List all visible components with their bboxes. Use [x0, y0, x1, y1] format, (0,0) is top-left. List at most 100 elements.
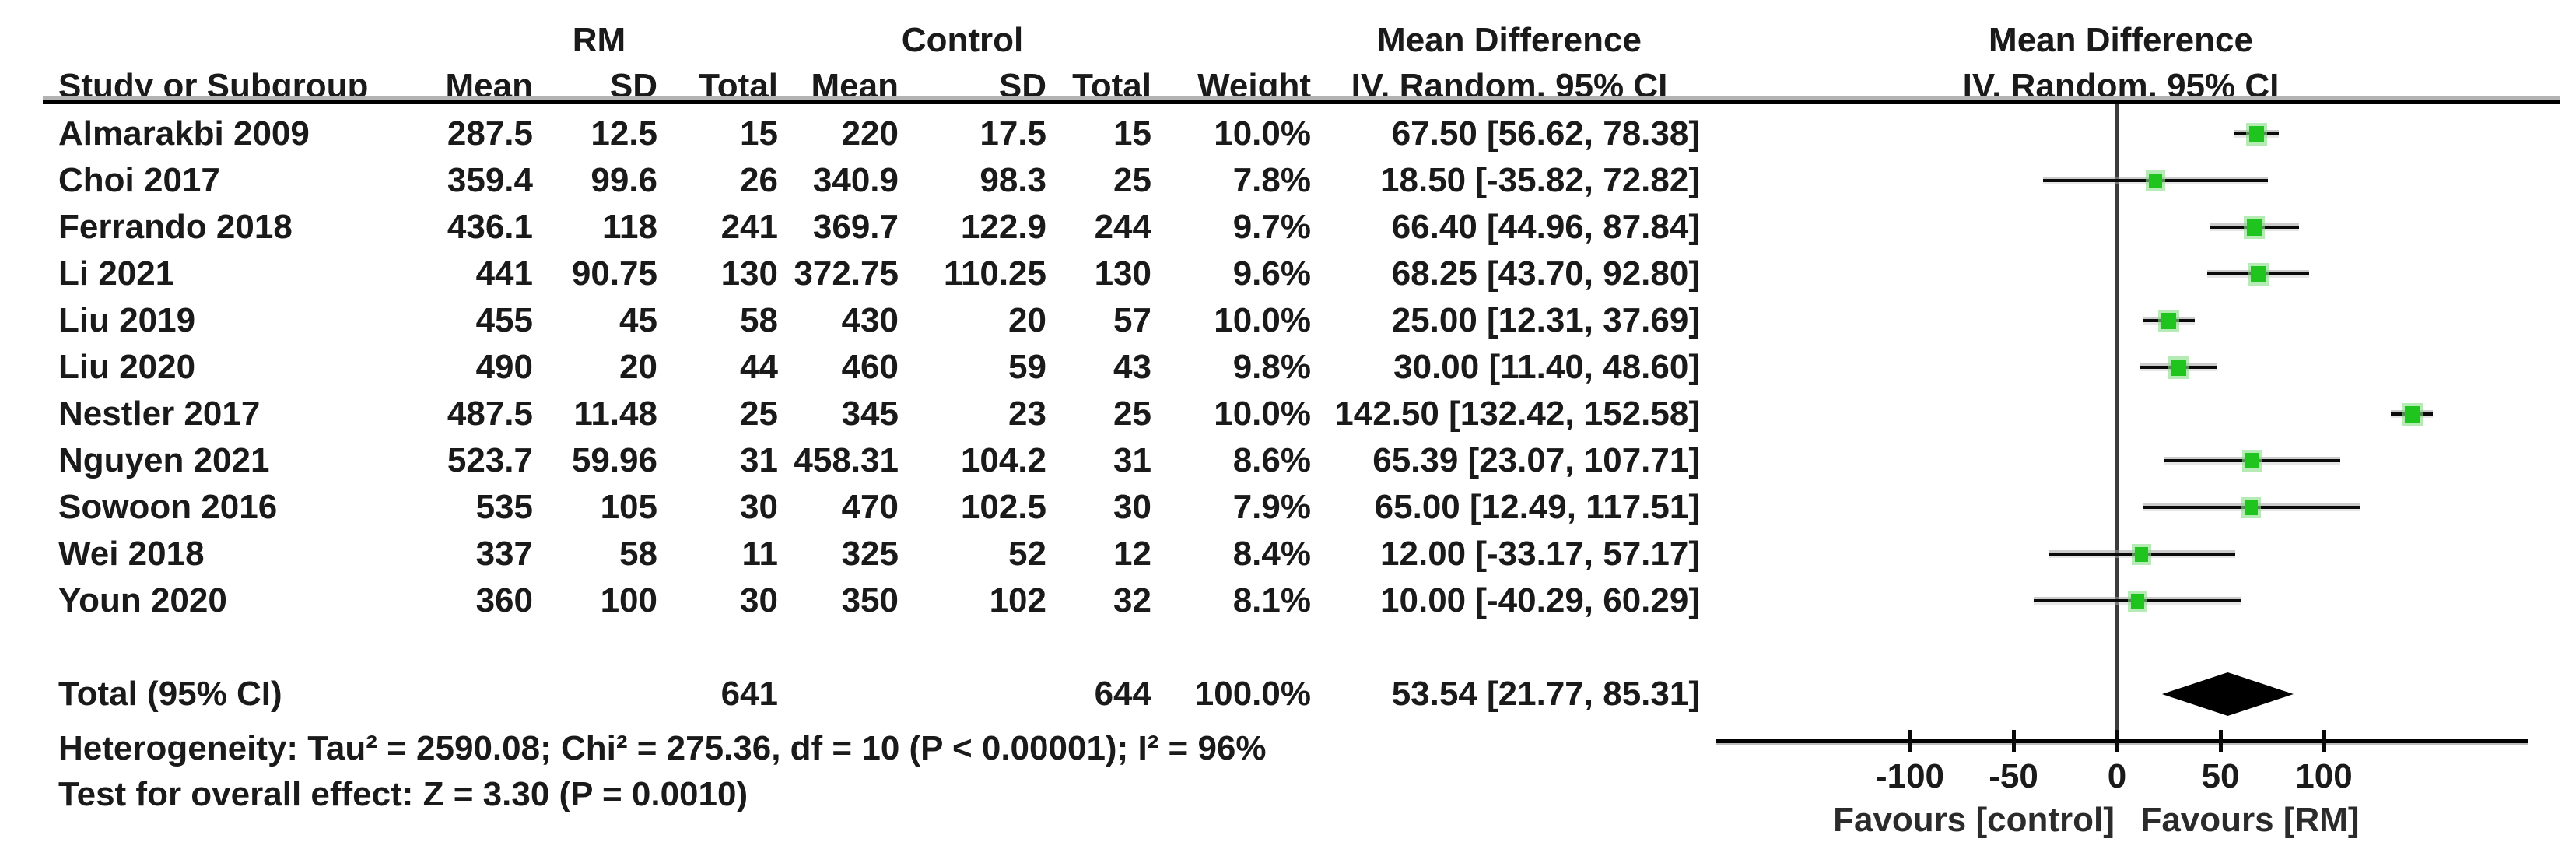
- effect-square: [2249, 125, 2265, 142]
- study-row-cell-c_total: 43: [1113, 348, 1151, 386]
- study-row-cell-rm_mean: 535: [475, 488, 533, 526]
- study-row-cell-rm_total: 11: [741, 535, 778, 573]
- plot-column-subtitle: IV, Random, 95% CI: [1962, 67, 2280, 105]
- study-row-cell-name: Nestler 2017: [58, 395, 261, 433]
- study-row-cell-ci_text: 10.00 [-40.29, 60.29]: [1380, 581, 1700, 619]
- study-row-cell-c_sd: 104.2: [960, 441, 1046, 479]
- axis-tick-label: 0: [2107, 757, 2127, 795]
- study-row-cell-rm_mean: 490: [475, 348, 533, 386]
- study-row-cell-rm_mean: 441: [475, 254, 533, 293]
- study-row-cell-name: Youn 2020: [58, 581, 227, 619]
- study-row-cell-rm_sd: 45: [619, 301, 657, 339]
- study-row-cell-c_sd: 23: [1008, 395, 1046, 433]
- effect-column-subtitle: IV, Random, 95% CI: [1351, 67, 1668, 105]
- study-row-cell-ci_text: 142.50 [132.42, 152.58]: [1334, 395, 1700, 433]
- total-row-cell-name: Total (95% CI): [58, 675, 282, 713]
- study-row-cell-rm_mean: 287.5: [447, 114, 533, 153]
- study-row-cell-name: Nguyen 2021: [58, 441, 270, 479]
- study-row-cell-weight: 9.8%: [1232, 348, 1311, 386]
- study-row-cell-rm_mean: 455: [475, 301, 533, 339]
- effect-square: [2404, 405, 2420, 423]
- study-row-cell-c_sd: 98.3: [980, 161, 1046, 199]
- study-row-cell-rm_sd: 20: [619, 348, 657, 386]
- study-row-cell-c_mean: 350: [841, 581, 899, 619]
- study-row-cell-c_total: 130: [1094, 254, 1151, 293]
- study-row-cell-ci_text: 66.40 [44.96, 87.84]: [1391, 208, 1700, 246]
- study-row-cell-ci_text: 65.00 [12.49, 117.51]: [1374, 488, 1700, 526]
- rm-total-column-header: Total: [699, 67, 778, 105]
- study-row-cell-c_total: 32: [1113, 581, 1151, 619]
- study-row-cell-rm_total: 30: [740, 488, 778, 526]
- study-row-cell-weight: 7.9%: [1232, 488, 1311, 526]
- effect-square: [2135, 546, 2149, 562]
- study-row-cell-ci_text: 30.00 [11.40, 48.60]: [1393, 348, 1700, 386]
- effect-square: [2161, 312, 2176, 329]
- study-row-cell-c_mean: 372.75: [794, 254, 899, 293]
- study-row-cell-c_sd: 102.5: [960, 488, 1046, 526]
- axis-tick: [2219, 730, 2223, 752]
- axis-tick: [2012, 730, 2016, 752]
- study-row-cell-name: Almarakbi 2009: [58, 114, 310, 153]
- study-row-cell-ci_text: 25.00 [12.31, 37.69]: [1391, 301, 1700, 339]
- weight-column-header: Weight: [1197, 67, 1311, 105]
- study-row-cell-rm_mean: 487.5: [447, 395, 533, 433]
- study-row-cell-c_mean: 460: [841, 348, 899, 386]
- study-row-cell-weight: 7.8%: [1232, 161, 1311, 199]
- total-row-cell-weight: 100.0%: [1194, 675, 1311, 713]
- total-row-cell-c_total: 644: [1094, 675, 1151, 713]
- favours-right-label: Favours [RM]: [2140, 801, 2360, 839]
- study-row-cell-c_mean: 340.9: [812, 161, 899, 199]
- study-row-cell-rm_total: 130: [720, 254, 778, 293]
- axis-tick: [1908, 730, 1912, 752]
- study-row-cell-c_mean: 369.7: [812, 208, 899, 246]
- heterogeneity-stat: Heterogeneity: Tau² = 2590.08; Chi² = 27…: [58, 729, 1267, 767]
- study-row-cell-weight: 9.6%: [1232, 254, 1311, 293]
- effect-square: [2245, 500, 2259, 515]
- header-rule: [43, 100, 2560, 104]
- study-row-cell-weight: 8.1%: [1232, 581, 1311, 619]
- x-axis-line: [1716, 739, 2528, 743]
- study-row-cell-weight: 10.0%: [1214, 395, 1311, 433]
- study-row-cell-c_mean: 470: [841, 488, 899, 526]
- study-row-cell-name: Sowoon 2016: [58, 488, 278, 526]
- study-row-cell-c_sd: 20: [1008, 301, 1046, 339]
- study-row-cell-c_total: 12: [1113, 535, 1151, 573]
- control-mean-column-header: Mean: [811, 67, 899, 105]
- study-row-cell-weight: 10.0%: [1214, 301, 1311, 339]
- study-row-cell-c_sd: 52: [1008, 535, 1046, 573]
- control-sd-column-header: SD: [998, 67, 1046, 105]
- group1-header: RM: [572, 21, 626, 59]
- study-column-header: Study or Subgroup: [58, 67, 369, 105]
- study-row-cell-rm_sd: 59.96: [571, 441, 657, 479]
- axis-tick: [2115, 730, 2119, 752]
- effect-square: [2245, 453, 2259, 468]
- study-row-cell-name: Choi 2017: [58, 161, 220, 199]
- study-row-cell-rm_total: 31: [740, 441, 778, 479]
- axis-tick-label: 100: [2295, 757, 2353, 795]
- study-row-cell-rm_total: 44: [740, 348, 778, 386]
- study-row-cell-name: Liu 2019: [58, 301, 196, 339]
- study-row-cell-c_total: 30: [1113, 488, 1151, 526]
- study-row-cell-rm_mean: 360: [475, 581, 533, 619]
- study-row-cell-rm_sd: 118: [602, 208, 657, 246]
- axis-tick: [2322, 730, 2326, 752]
- plot-column-title: Mean Difference: [1989, 21, 2253, 59]
- study-row-cell-c_total: 25: [1113, 395, 1151, 433]
- axis-tick-label: -50: [1989, 757, 2038, 795]
- study-row-cell-c_sd: 110.25: [943, 254, 1046, 293]
- study-row-cell-c_total: 57: [1113, 301, 1151, 339]
- study-row-cell-rm_sd: 100: [600, 581, 657, 619]
- study-row-cell-weight: 9.7%: [1232, 208, 1311, 246]
- study-row-cell-ci_text: 65.39 [23.07, 107.71]: [1372, 441, 1700, 479]
- group2-header: Control: [901, 21, 1024, 59]
- effect-square: [2251, 265, 2266, 282]
- study-row-cell-c_mean: 430: [841, 301, 899, 339]
- study-row-cell-c_total: 31: [1113, 441, 1151, 479]
- study-row-cell-ci_text: 18.50 [-35.82, 72.82]: [1380, 161, 1700, 199]
- study-row-cell-rm_sd: 105: [600, 488, 657, 526]
- study-row-cell-c_total: 25: [1113, 161, 1151, 199]
- study-row-cell-name: Ferrando 2018: [58, 208, 293, 246]
- study-row-cell-c_mean: 458.31: [794, 441, 899, 479]
- axis-tick-label: -100: [1875, 757, 1945, 795]
